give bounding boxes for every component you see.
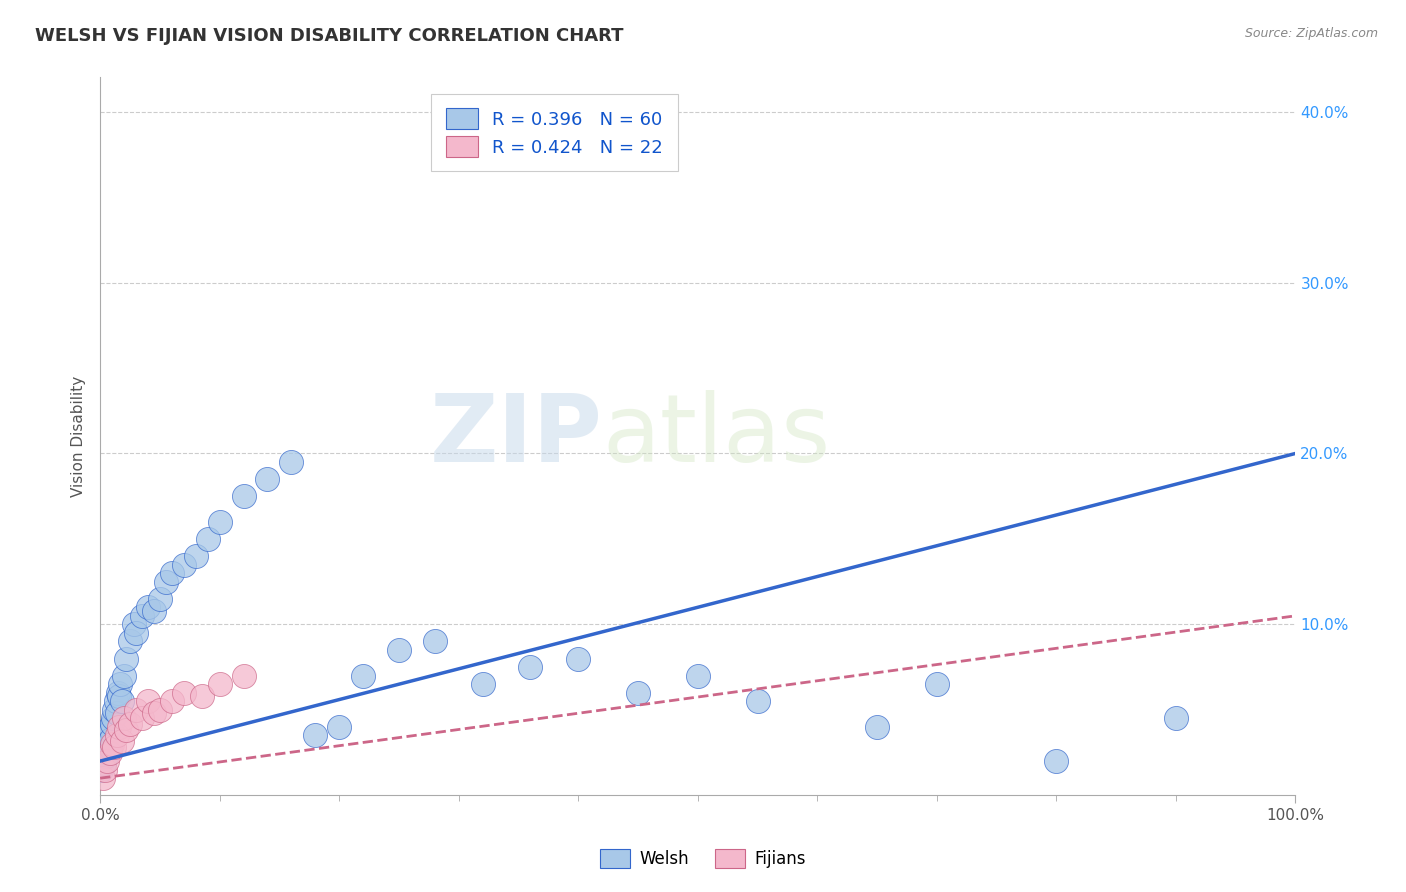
Point — [98, 740, 121, 755]
Point — [173, 686, 195, 700]
Point — [103, 711, 125, 725]
Point — [115, 651, 138, 665]
Point — [160, 566, 183, 580]
Point — [96, 754, 118, 768]
Point — [94, 740, 117, 755]
Point — [118, 634, 141, 648]
Point — [149, 591, 172, 606]
Point — [105, 729, 128, 743]
Legend: Welsh, Fijians: Welsh, Fijians — [593, 842, 813, 875]
Point — [925, 677, 948, 691]
Point — [197, 532, 219, 546]
Point — [328, 720, 350, 734]
Point — [107, 686, 129, 700]
Point — [131, 711, 153, 725]
Point — [110, 677, 132, 691]
Point — [208, 515, 231, 529]
Point — [112, 711, 135, 725]
Point — [94, 763, 117, 777]
Point — [111, 694, 134, 708]
Point — [97, 746, 120, 760]
Y-axis label: Vision Disability: Vision Disability — [72, 376, 86, 497]
Point — [352, 668, 374, 682]
Point — [304, 729, 326, 743]
Point — [567, 651, 589, 665]
Point — [90, 763, 112, 777]
Point — [94, 737, 117, 751]
Point — [111, 733, 134, 747]
Point — [108, 720, 131, 734]
Point — [149, 703, 172, 717]
Point — [104, 694, 127, 708]
Point — [142, 604, 165, 618]
Point — [423, 634, 446, 648]
Point — [100, 723, 122, 738]
Point — [125, 703, 148, 717]
Point — [96, 733, 118, 747]
Point — [101, 716, 124, 731]
Point — [91, 757, 114, 772]
Point — [208, 677, 231, 691]
Point — [184, 549, 207, 563]
Point — [90, 754, 112, 768]
Point — [91, 771, 114, 785]
Point — [1045, 754, 1067, 768]
Point — [115, 723, 138, 738]
Point — [101, 737, 124, 751]
Point — [98, 737, 121, 751]
Point — [93, 750, 115, 764]
Point — [97, 729, 120, 743]
Text: Source: ZipAtlas.com: Source: ZipAtlas.com — [1244, 27, 1378, 40]
Point — [471, 677, 494, 691]
Point — [136, 694, 159, 708]
Point — [118, 716, 141, 731]
Point — [686, 668, 709, 682]
Point — [131, 608, 153, 623]
Point — [136, 600, 159, 615]
Point — [280, 455, 302, 469]
Point — [256, 472, 278, 486]
Point — [108, 689, 131, 703]
Point — [103, 703, 125, 717]
Point — [142, 706, 165, 721]
Point — [125, 626, 148, 640]
Point — [96, 742, 118, 756]
Point — [94, 749, 117, 764]
Point — [98, 746, 121, 760]
Text: ZIP: ZIP — [429, 391, 602, 483]
Point — [103, 740, 125, 755]
Point — [122, 617, 145, 632]
Point — [866, 720, 889, 734]
Point — [98, 720, 121, 734]
Point — [93, 756, 115, 770]
Point — [160, 694, 183, 708]
Point — [519, 660, 541, 674]
Legend: R = 0.396   N = 60, R = 0.424   N = 22: R = 0.396 N = 60, R = 0.424 N = 22 — [432, 94, 678, 171]
Point — [388, 643, 411, 657]
Point — [100, 731, 122, 746]
Point — [747, 694, 769, 708]
Text: WELSH VS FIJIAN VISION DISABILITY CORRELATION CHART: WELSH VS FIJIAN VISION DISABILITY CORREL… — [35, 27, 624, 45]
Point — [105, 706, 128, 721]
Point — [627, 686, 650, 700]
Point — [112, 668, 135, 682]
Point — [190, 689, 212, 703]
Point — [232, 668, 254, 682]
Text: atlas: atlas — [602, 391, 831, 483]
Point — [91, 746, 114, 760]
Point — [155, 574, 177, 589]
Point — [173, 558, 195, 572]
Point — [1164, 711, 1187, 725]
Point — [232, 489, 254, 503]
